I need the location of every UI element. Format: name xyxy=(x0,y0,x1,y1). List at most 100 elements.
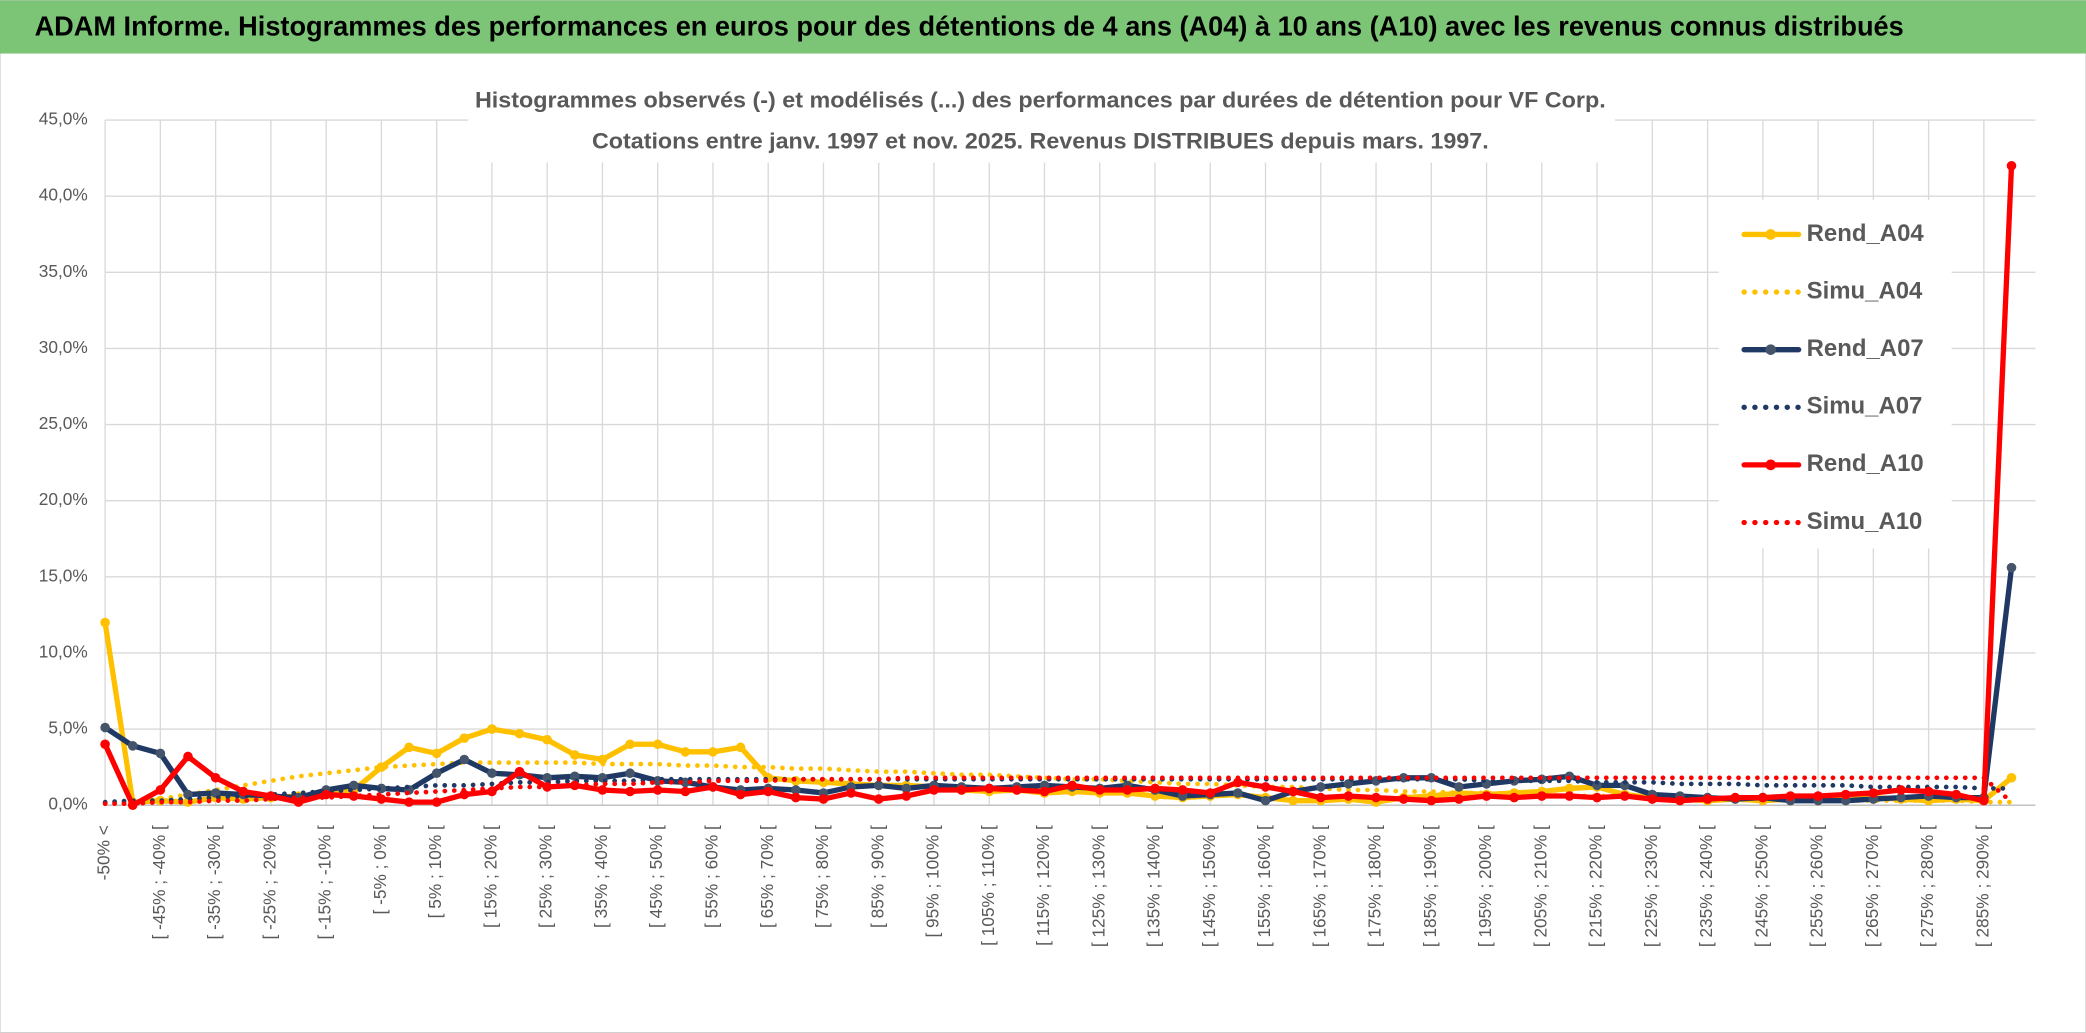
data-point xyxy=(514,728,525,739)
data-point xyxy=(1813,791,1823,801)
legend-label: Rend_A04 xyxy=(1807,220,1925,247)
data-point xyxy=(514,766,525,777)
data-point xyxy=(1454,794,1464,804)
data-point xyxy=(293,797,304,807)
data-point xyxy=(873,780,884,791)
data-point xyxy=(1454,782,1464,792)
x-tick-label: [ 95% ; 100% [ xyxy=(923,825,943,938)
x-tick-label: [ 15% ; 20% [ xyxy=(480,825,500,928)
data-point xyxy=(652,739,663,750)
legend-marker xyxy=(1765,344,1777,355)
data-point xyxy=(487,724,497,734)
data-point xyxy=(1039,786,1050,797)
data-point xyxy=(348,780,359,791)
x-tick-label: [ 135% ; 140% [ xyxy=(1144,825,1164,947)
legend-label: Simu_A07 xyxy=(1807,393,1923,420)
y-tick-label: 0,0% xyxy=(48,794,87,814)
x-tick-label: [ 185% ; 190% [ xyxy=(1420,825,1440,947)
data-point xyxy=(2006,160,2017,171)
data-point xyxy=(873,794,884,804)
data-point xyxy=(1260,795,1271,806)
data-point xyxy=(625,768,635,779)
legend-label: Simu_A10 xyxy=(1807,508,1923,535)
data-point xyxy=(1868,788,1879,798)
data-point xyxy=(1343,791,1354,801)
data-point xyxy=(431,797,442,807)
data-point xyxy=(901,791,912,801)
data-point xyxy=(431,768,442,779)
x-tick-label: [ 45% ; 50% [ xyxy=(646,825,666,928)
data-point xyxy=(1758,792,1768,803)
legend-label: Simu_A04 xyxy=(1807,277,1923,304)
legend-marker xyxy=(1765,459,1777,471)
x-tick-label: [ 25% ; 30% [ xyxy=(536,825,556,928)
data-point xyxy=(155,785,166,795)
data-point xyxy=(459,789,470,800)
data-point xyxy=(1205,788,1216,798)
data-point xyxy=(1592,792,1602,803)
data-point xyxy=(1896,785,1906,795)
data-point xyxy=(708,782,718,792)
x-tick-label: [ 175% ; 180% [ xyxy=(1365,825,1385,947)
x-tick-label: [ 105% ; 110% [ xyxy=(978,825,998,946)
data-point xyxy=(1315,792,1326,803)
data-point xyxy=(735,742,746,753)
data-point xyxy=(1122,785,1133,795)
data-point xyxy=(1702,794,1713,804)
data-point xyxy=(238,786,249,797)
data-point xyxy=(597,754,608,765)
data-point xyxy=(1647,794,1658,804)
data-point xyxy=(459,754,470,765)
y-tick-label: 10,0% xyxy=(39,641,88,661)
data-point xyxy=(487,768,497,779)
data-point xyxy=(1426,795,1437,806)
legend: Rend_A04 Simu_A04 Rend_A07 Simu_A07 Rend_A10… xyxy=(1718,199,1952,549)
x-tick-label: [ 245% ; 250% [ xyxy=(1751,825,1771,947)
legend-bg xyxy=(1718,199,1952,549)
data-point xyxy=(542,734,552,745)
data-point xyxy=(1923,786,1934,797)
data-point xyxy=(818,794,829,804)
x-tick-label: [ 155% ; 160% [ xyxy=(1254,825,1274,947)
data-point xyxy=(680,747,691,757)
data-point xyxy=(1012,785,1022,795)
data-point xyxy=(1840,789,1851,800)
data-point xyxy=(901,783,912,794)
data-point xyxy=(2006,562,2017,573)
legend-marker xyxy=(1765,229,1777,240)
data-point xyxy=(348,791,359,801)
data-point xyxy=(100,617,110,628)
legend-label: Rend_A10 xyxy=(1807,450,1924,477)
x-tick-label: [ 205% ; 210% [ xyxy=(1530,825,1550,947)
data-point xyxy=(1288,795,1298,806)
x-tick-label: [ -5% ; 0% [ xyxy=(370,825,390,915)
y-tick-label: 15,0% xyxy=(39,565,88,585)
data-point xyxy=(459,733,470,743)
data-point xyxy=(1951,789,1962,800)
data-point xyxy=(1371,792,1381,803)
data-point xyxy=(404,742,414,753)
data-point xyxy=(625,739,635,750)
data-point xyxy=(652,785,663,795)
x-tick-label: [ -35% ; -30% [ xyxy=(204,825,224,939)
data-point xyxy=(984,783,995,794)
data-point xyxy=(570,750,580,760)
y-tick-label: 5,0% xyxy=(48,718,87,738)
y-tick-label: 30,0% xyxy=(39,337,88,357)
x-tick-label: [ -15% ; -10% [ xyxy=(315,825,335,939)
data-point xyxy=(1398,794,1409,804)
y-tick-label: 20,0% xyxy=(39,489,88,509)
data-point xyxy=(376,762,387,772)
data-point xyxy=(404,797,414,807)
header-title: ADAM Informe. Histogrammes des performan… xyxy=(35,11,1904,42)
header-bar xyxy=(0,0,2086,54)
data-point xyxy=(1233,788,1243,798)
data-point xyxy=(763,786,773,797)
x-tick-label: [ 75% ; 80% [ xyxy=(812,825,832,928)
data-point xyxy=(1979,795,1989,806)
data-point xyxy=(929,785,939,795)
data-point xyxy=(1564,791,1575,801)
x-tick-label: [ -25% ; -20% [ xyxy=(259,825,279,939)
data-point xyxy=(1177,785,1188,795)
